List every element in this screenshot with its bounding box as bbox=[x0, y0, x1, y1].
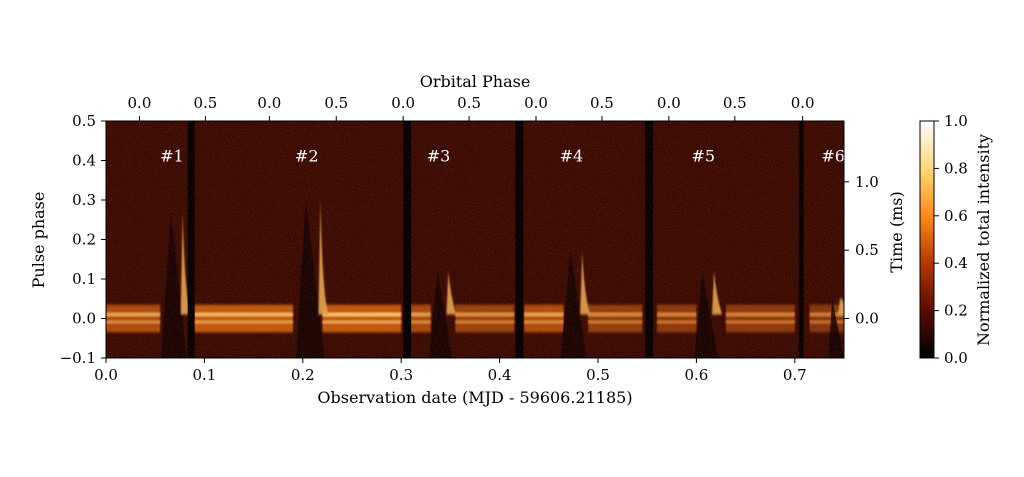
colorbar: 0.0 0.2 0.4 0.6 0.8 1.0 Normalized total inte… bbox=[919, 112, 993, 367]
top-tick-label: 0.5 bbox=[457, 94, 481, 112]
top-tick-label: 0.5 bbox=[193, 94, 217, 112]
x-tick-label: 0.7 bbox=[783, 366, 807, 384]
eclipse-annotations: #1 #2 #3 #4 #5 #6 bbox=[160, 147, 845, 166]
right-tick-label: 0.5 bbox=[855, 241, 879, 259]
colorbar-tick-label: 0.0 bbox=[944, 349, 968, 367]
x-tick-label: 0.5 bbox=[586, 366, 610, 384]
top-tick-label: 0.5 bbox=[324, 94, 348, 112]
colorbar-tick-label: 0.2 bbox=[944, 302, 968, 320]
x-tick-label: 0.0 bbox=[94, 366, 118, 384]
top-tick-label: 0.0 bbox=[524, 94, 548, 112]
x-tick-label: 0.4 bbox=[488, 366, 512, 384]
x-tick-label: 0.2 bbox=[291, 366, 315, 384]
x-tick-label: 0.3 bbox=[389, 366, 413, 384]
x-tick-label: 0.1 bbox=[192, 366, 216, 384]
x-axis-top-orbital-phase: 0.0 0.5 0.0 0.5 0.0 0.5 0.0 0.5 0.0 0.5 0.0 bbox=[128, 94, 815, 121]
y-tick-label: 0.0 bbox=[72, 310, 96, 328]
right-tick-label: 1.0 bbox=[855, 173, 879, 191]
right-tick-label: 0.0 bbox=[855, 310, 879, 328]
colorbar-ticks: 0.0 0.2 0.4 0.6 0.8 1.0 bbox=[934, 112, 968, 367]
y-axis-title: Pulse phase bbox=[29, 192, 48, 289]
top-axis-title: Orbital Phase bbox=[420, 72, 531, 91]
y-tick-label: 0.1 bbox=[72, 270, 96, 288]
eclipse-label: #4 bbox=[560, 147, 584, 166]
x-tick-label: 0.6 bbox=[684, 366, 708, 384]
y-tick-label: −0.1 bbox=[60, 349, 96, 367]
colorbar-tick-label: 1.0 bbox=[944, 112, 968, 130]
eclipse-label: #2 bbox=[295, 147, 319, 166]
eclipse-label: #3 bbox=[427, 147, 451, 166]
y-tick-label: 0.2 bbox=[72, 231, 96, 249]
y-tick-label: 0.4 bbox=[72, 152, 96, 170]
y-tick-label: 0.5 bbox=[72, 112, 96, 130]
y-axis-right-time: 0.0 0.5 1.0 bbox=[844, 173, 879, 328]
colorbar-tick-label: 0.8 bbox=[944, 159, 968, 177]
colorbar-tick-label: 0.4 bbox=[944, 254, 968, 272]
x-axis-title: Observation date (MJD - 59606.21185) bbox=[317, 388, 632, 407]
y-tick-label: 0.3 bbox=[72, 191, 96, 209]
colorbar-gradient bbox=[919, 120, 935, 359]
x-axis-bottom: 0.0 0.1 0.2 0.3 0.4 0.5 0.6 0.7 bbox=[94, 358, 807, 384]
heatmap-panel: #1 #2 #3 #4 #5 #6 bbox=[105, 120, 845, 359]
top-tick-label: 0.0 bbox=[257, 94, 281, 112]
heatmap-noise-texture bbox=[106, 121, 844, 358]
right-axis-title: Time (ms) bbox=[887, 191, 906, 272]
top-tick-label: 0.0 bbox=[391, 94, 415, 112]
eclipse-label: #6 bbox=[821, 147, 845, 166]
eclipse-label: #1 bbox=[160, 147, 184, 166]
top-tick-label: 0.5 bbox=[590, 94, 614, 112]
y-axis-left: −0.1 0.0 0.1 0.2 0.3 0.4 0.5 bbox=[60, 112, 106, 367]
top-tick-label: 0.0 bbox=[657, 94, 681, 112]
colorbar-title: Normalized total intensity bbox=[974, 134, 993, 346]
top-tick-label: 0.0 bbox=[128, 94, 152, 112]
colorbar-tick-label: 0.6 bbox=[944, 207, 968, 225]
eclipse-label: #5 bbox=[691, 147, 715, 166]
top-tick-label: 0.5 bbox=[723, 94, 747, 112]
top-tick-label: 0.0 bbox=[791, 94, 815, 112]
